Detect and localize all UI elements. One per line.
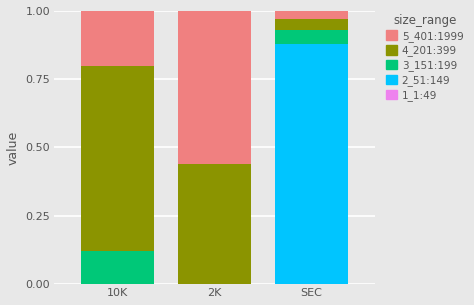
Bar bbox=[81, 251, 154, 284]
Bar bbox=[81, 66, 154, 251]
Bar bbox=[178, 164, 251, 284]
Bar bbox=[275, 44, 348, 284]
Bar bbox=[275, 11, 348, 19]
Legend: 5_401:1999, 4_201:399, 3_151:199, 2_51:149, 1_1:49: 5_401:1999, 4_201:399, 3_151:199, 2_51:1… bbox=[383, 11, 466, 104]
Bar bbox=[178, 11, 251, 164]
Bar bbox=[81, 11, 154, 66]
Bar bbox=[275, 19, 348, 30]
Y-axis label: value: value bbox=[7, 130, 20, 164]
Bar bbox=[275, 30, 348, 44]
